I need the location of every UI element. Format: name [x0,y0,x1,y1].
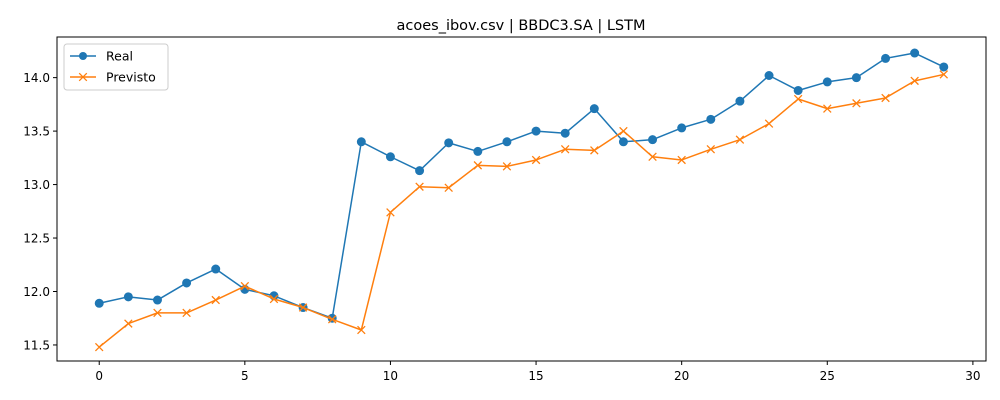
x-tick-label: 5 [241,369,249,383]
data-point [619,126,628,136]
data-point [211,264,221,274]
data-point [182,278,192,288]
data-point [590,146,599,155]
data-point [706,145,716,154]
data-point [618,137,628,147]
plot-area [56,36,987,362]
x-tick-label: 10 [383,369,398,383]
data-point [852,99,861,108]
data-point [269,294,279,304]
data-point [153,308,162,318]
data-point [356,137,366,147]
data-point [764,70,774,80]
data-point [531,155,541,165]
data-point [823,104,832,113]
data-point [357,325,366,335]
data-point [589,104,599,114]
data-point [502,137,512,147]
series-line [99,52,945,319]
data-point [415,182,424,191]
data-point [648,135,658,145]
legend-item-real: Real [70,49,133,64]
y-tick-label: 13.5 [23,125,50,139]
data-point [240,281,250,291]
data-point [473,161,483,170]
data-point [94,342,104,352]
legend: Real Previsto [63,43,169,91]
series-layer [94,48,949,352]
data-point [910,48,920,58]
y-tick-label: 12.0 [23,285,50,299]
y-axis: 11.5 12.0 12.5 13.0 13.5 14.0 [23,71,57,352]
data-point [327,315,337,324]
data-point [735,96,745,106]
data-point [94,298,104,308]
data-point [502,162,512,171]
data-point [822,77,832,87]
x-tick-label: 20 [674,369,689,383]
x-tick-label: 25 [820,369,835,383]
series-line [98,73,944,348]
legend-label: Real [106,49,133,64]
x-tick-label: 15 [528,369,543,383]
data-point [124,319,133,328]
data-point [793,94,803,104]
series-real [94,48,949,323]
data-point [677,123,687,133]
data-point [881,53,891,63]
data-point [881,93,890,103]
data-point [764,119,774,128]
data-point [677,155,686,165]
data-point [851,73,861,83]
legend-label: Previsto [106,70,156,85]
legend-marker [79,52,87,60]
y-tick-label: 11.5 [23,338,50,352]
legend-marker [78,72,88,82]
data-point [560,145,570,154]
data-point [123,292,133,302]
data-point [211,295,220,305]
data-point [939,62,949,72]
data-point [560,128,570,138]
legend-item-previsto: Previsto [70,70,156,85]
data-point [444,183,453,193]
data-point [298,303,308,312]
series-previsto [94,70,949,352]
data-point [706,114,716,124]
x-tick-label: 30 [965,369,980,383]
data-point [182,308,191,318]
data-point [415,166,425,176]
data-point [473,146,483,156]
y-tick-label: 12.5 [23,232,50,246]
x-tick-label: 0 [95,369,103,383]
data-point [152,295,162,305]
data-point [793,85,803,95]
data-point [735,135,745,144]
data-point [386,208,395,217]
chart-title: acoes_ibov.csv | BBDC3.SA | LSTM [397,18,646,34]
y-tick-label: 13.0 [23,178,50,192]
data-point [910,76,919,86]
y-tick-label: 14.0 [23,71,50,85]
data-point [385,152,395,162]
data-point [939,70,949,79]
data-point [444,138,454,148]
x-axis: 0 5 10 15 20 25 30 [95,361,981,383]
data-point [531,126,541,136]
data-point [648,152,657,162]
